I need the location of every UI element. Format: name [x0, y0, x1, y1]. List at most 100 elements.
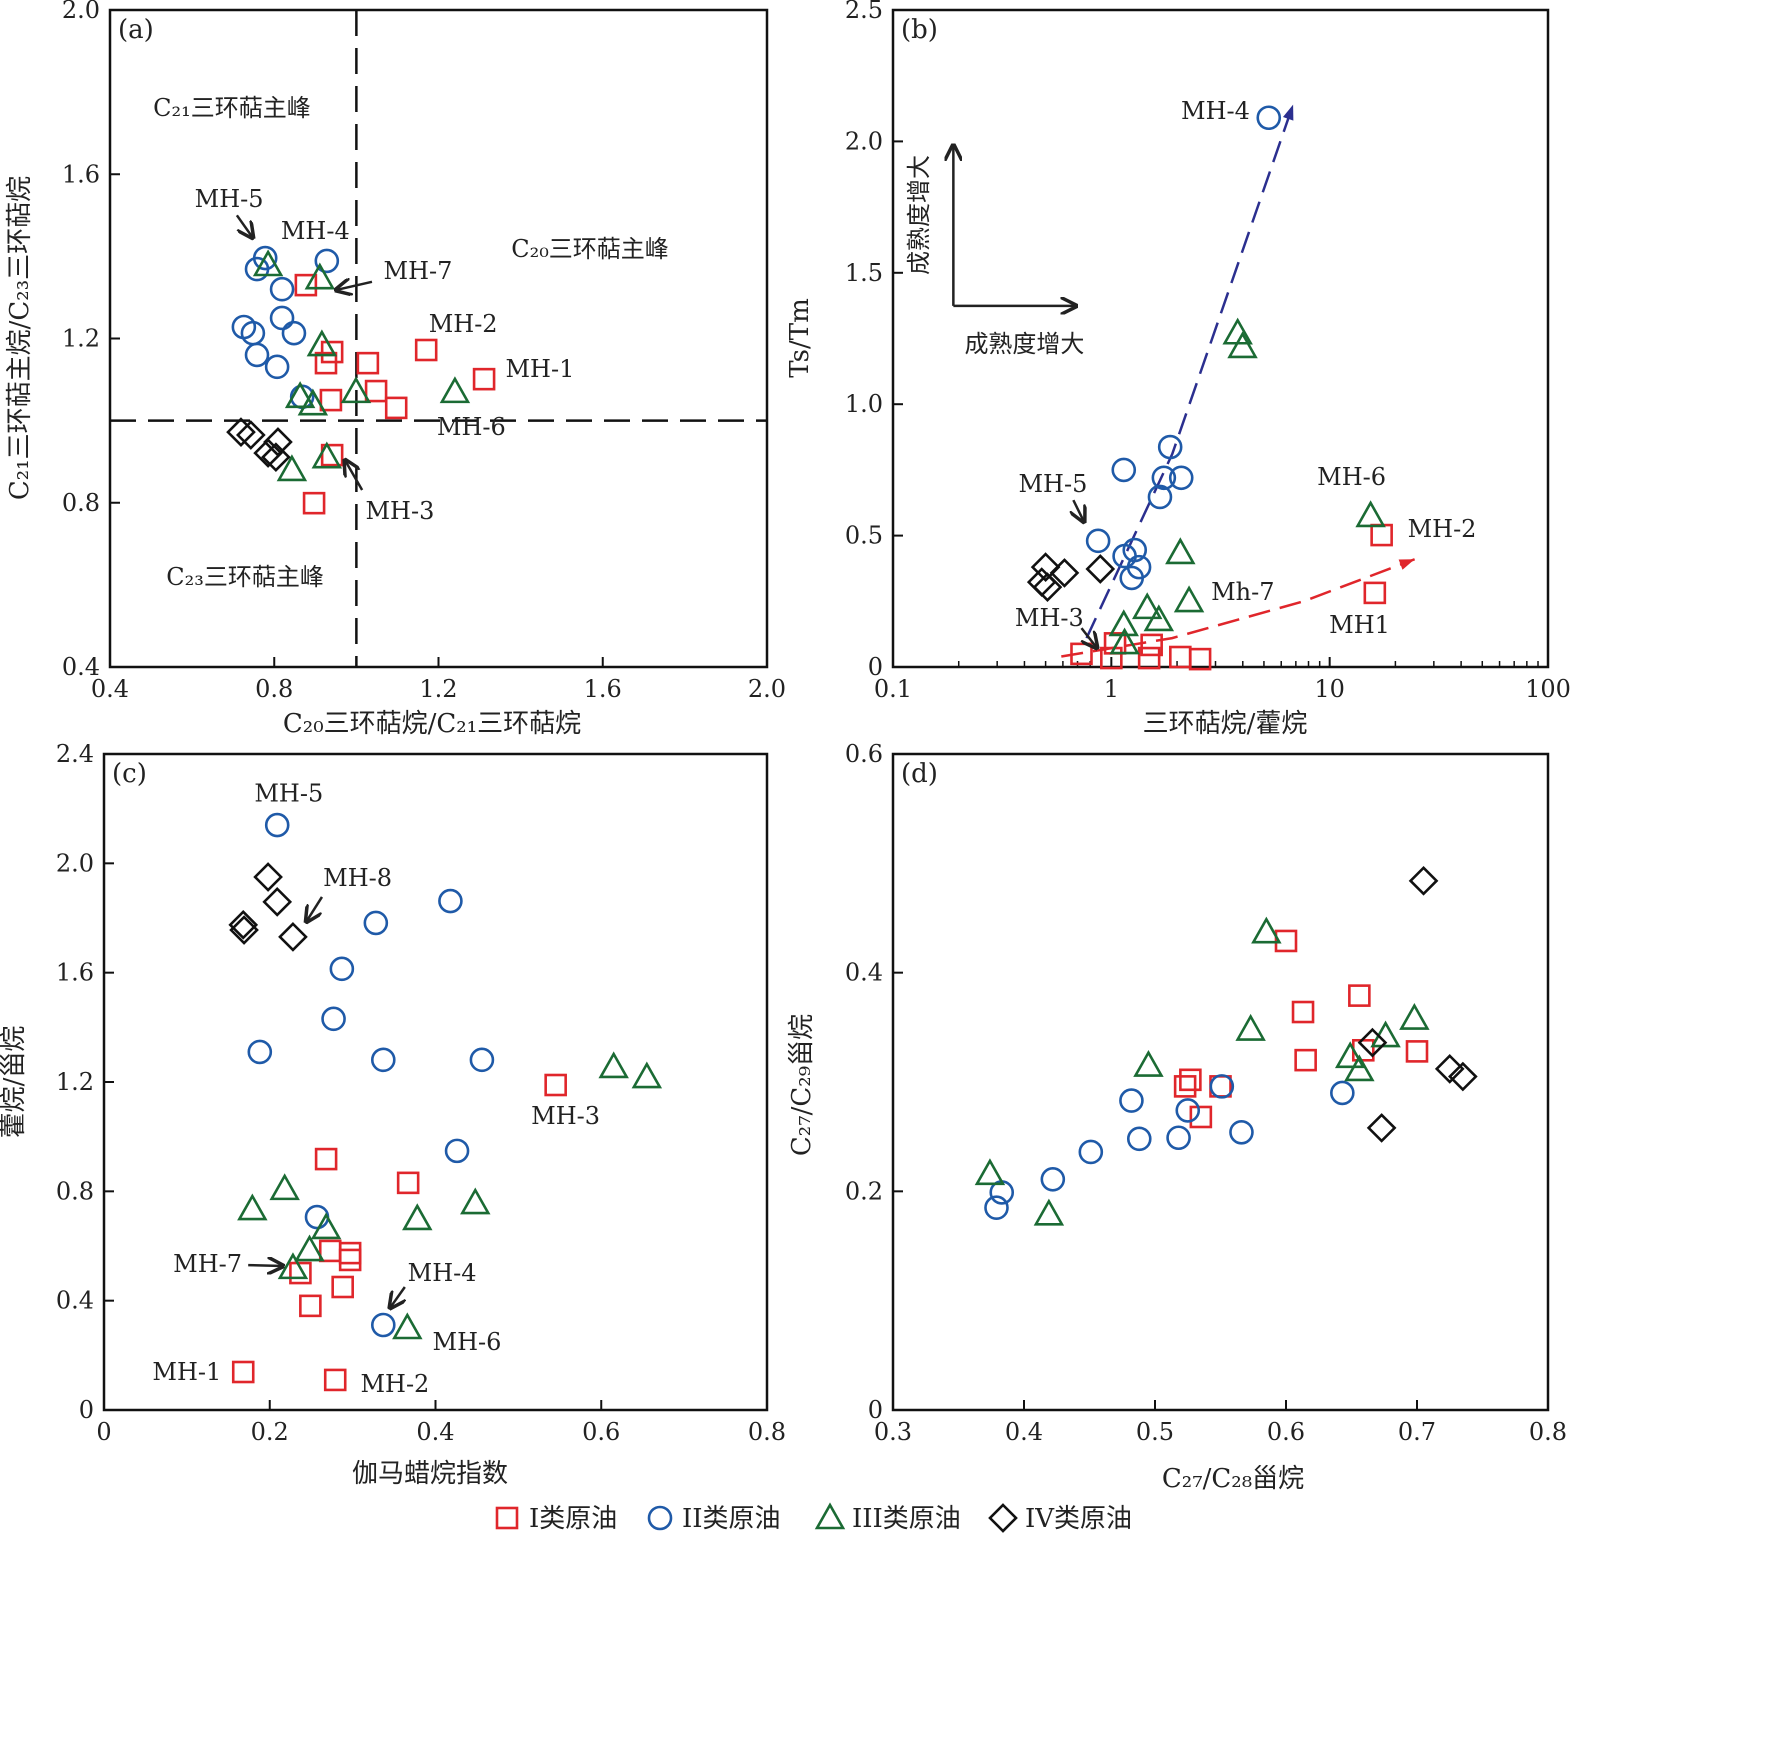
data-point-square [544, 1073, 567, 1097]
data-point-square [384, 396, 408, 420]
panel-b: 0.1 1 10 100 0 0.5 1.0 1.5 2.0 2.5 (b) 三环萜烷/藿烷 Ts/Tm… [785, 0, 1571, 739]
x-tick-label: 0.5 [1136, 1418, 1174, 1446]
data-point-circle [244, 256, 270, 282]
data-point-square [319, 388, 343, 412]
data-point-square [338, 1241, 362, 1265]
x-tick-label: 0.8 [748, 1418, 786, 1446]
data-point-triangle [284, 381, 316, 409]
annotation-label: MH-6 [1317, 463, 1386, 491]
data-point-diamond [1049, 558, 1080, 588]
annotation-label: Mh-7 [1211, 578, 1274, 606]
data-point-circle [1209, 1074, 1235, 1099]
x-tick-label: 0 [96, 1418, 111, 1446]
legend-label: III类原油 [852, 1504, 961, 1534]
panel-c: 0 0.2 0.4 0.6 0.8 0 0.4 0.8 1.2 1.6 2.0 2.4 (c) 伽马蜡烷指… [0, 740, 786, 1489]
x-tick-label: 0.4 [416, 1418, 454, 1446]
panel-label: (d) [901, 759, 938, 789]
data-point-circle [329, 956, 355, 982]
data-point-circle [314, 248, 340, 274]
data-point-triangle [1173, 585, 1205, 613]
data-point-triangle [1399, 1002, 1430, 1030]
data-point-circle [269, 305, 295, 331]
y-axis-label: 藿烷/甾烷 [0, 1026, 29, 1139]
x-tick-label: 0.4 [1005, 1418, 1043, 1446]
data-point-diamond [1408, 865, 1439, 896]
legend-item: IV类原油 [988, 1503, 1132, 1534]
data-point-triangle [1109, 627, 1140, 655]
y-tick-label: 0 [868, 1396, 883, 1424]
y-tick-label: 0 [79, 1396, 94, 1424]
legend-label: I类原油 [529, 1504, 617, 1534]
x-tick-label: 0.4 [91, 675, 129, 703]
y-tick-label: 0.8 [56, 1177, 94, 1205]
square-icon [495, 1506, 519, 1530]
data-point-triangle [269, 1173, 300, 1201]
data-point-square [396, 1171, 420, 1195]
x-tick-label: 0.7 [1398, 1418, 1436, 1446]
annotation-label: MH-3 [1015, 604, 1084, 632]
data-point-diamond [261, 442, 291, 473]
data-point-circle [984, 1195, 1009, 1221]
data-point-circle [1147, 484, 1173, 510]
y-tick-label: 2.0 [56, 849, 94, 877]
data-point-triangle [252, 249, 284, 277]
y-axis-label: C₂₇/C₂₉甾烷 [787, 1014, 817, 1156]
data-point-triangle [340, 376, 372, 404]
annotation-label: MH-2 [360, 1370, 429, 1398]
data-point-triangle [598, 1051, 629, 1079]
annotation-label: MH-6 [433, 1328, 502, 1356]
legend-label: IV类原油 [1025, 1504, 1132, 1534]
data-point-circle [281, 320, 307, 346]
data-point-square [1351, 1038, 1375, 1062]
data-point-square [1370, 523, 1393, 547]
annotation-label: MH-7 [173, 1250, 242, 1278]
data-point-diamond [278, 922, 308, 952]
y-tick-label: 0.4 [62, 653, 100, 681]
data-point-circle [1119, 1088, 1144, 1113]
data-point-circle [264, 812, 290, 838]
x-tick-label: 10 [1314, 675, 1345, 703]
x-axis-label: 伽马蜡烷指数 [352, 1459, 508, 1489]
data-point-square [1189, 1105, 1213, 1129]
data-point-triangle [1108, 609, 1139, 637]
diamond-icon [988, 1503, 1018, 1533]
data-point-triangle [460, 1187, 491, 1215]
annotation-label: MH-3 [531, 1102, 600, 1130]
data-point-circle [370, 1047, 396, 1073]
data-point-square [1169, 645, 1192, 669]
data-point-square [1294, 1048, 1317, 1072]
data-point-triangle [1165, 537, 1196, 565]
plot-frame [891, 8, 1550, 669]
data-point-triangle [439, 376, 471, 404]
data-point-triangle [631, 1061, 663, 1089]
data-point-circle [469, 1047, 495, 1073]
y-tick-label: 2.5 [845, 0, 883, 24]
annotation-label: MH-5 [1018, 470, 1087, 498]
panel-a: 0.4 0.8 1.2 1.6 2.0 0.4 0.8 1.2 1.6 2.0 (a) C₂₀三环萜烷… [5, 0, 786, 739]
data-point-triangle [974, 1158, 1006, 1186]
x-tick-label: 0.3 [874, 1418, 912, 1446]
data-point-square [1140, 633, 1163, 657]
y-tick-label: 1.5 [845, 259, 883, 287]
annotation-arrow [390, 1286, 405, 1308]
data-point-diamond [253, 438, 283, 468]
annotation-arrow [336, 282, 373, 290]
data-point-circle [1157, 434, 1183, 460]
data-point-square [364, 379, 388, 403]
data-point-diamond [1085, 554, 1116, 584]
data-point-circle [1085, 528, 1111, 554]
data-point-triangle [1235, 1013, 1266, 1041]
data-point-square [314, 351, 338, 375]
data-point-square [331, 1275, 354, 1299]
data-point-square [323, 1368, 347, 1392]
data-point-diamond [229, 915, 259, 945]
trend-arrowhead [1282, 104, 1294, 121]
panel-label: (b) [901, 15, 938, 45]
annotation-arrow [345, 460, 364, 491]
data-point-triangle [1131, 592, 1163, 620]
data-point-circle [363, 910, 389, 936]
data-point-square [1291, 1000, 1315, 1024]
y-tick-label: 0.5 [845, 522, 883, 550]
data-point-triangle [1251, 916, 1282, 944]
x-axis-label: 三环萜烷/藿烷 [1143, 709, 1308, 739]
